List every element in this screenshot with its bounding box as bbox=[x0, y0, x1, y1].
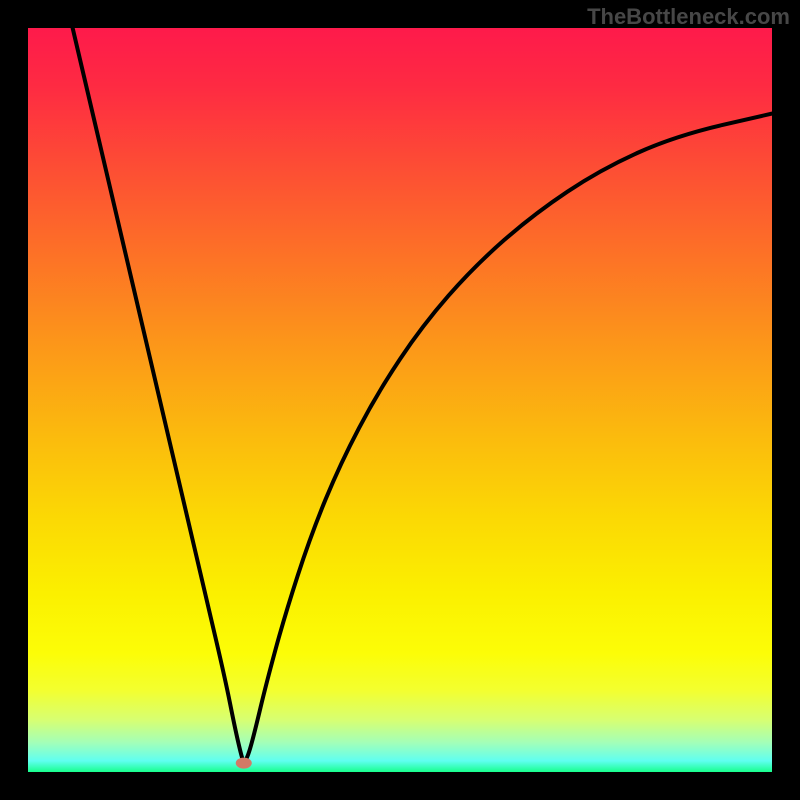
figure-outer: TheBottleneck.com bbox=[0, 0, 800, 800]
chart-svg bbox=[28, 28, 772, 772]
minimum-marker bbox=[236, 758, 252, 769]
watermark-text: TheBottleneck.com bbox=[587, 4, 790, 30]
gradient-background bbox=[28, 28, 772, 772]
plot-area bbox=[28, 28, 772, 772]
